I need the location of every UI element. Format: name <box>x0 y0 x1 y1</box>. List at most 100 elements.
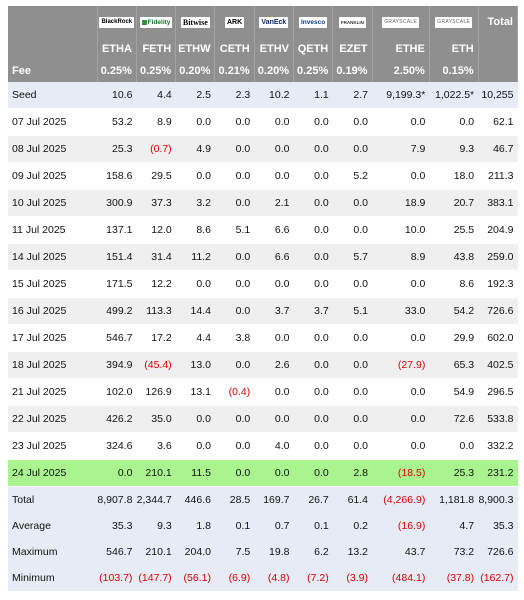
flow-cell: 3.6 <box>136 432 176 460</box>
flow-cell: 0.1 <box>293 513 333 539</box>
flow-cell: 19.8 <box>254 539 294 565</box>
ticker-cell: CETH <box>214 38 255 60</box>
flow-cell: 43.7 <box>372 539 430 565</box>
flow-cell: 151.4 <box>97 243 137 271</box>
flow-cell: 18.0 <box>429 162 479 190</box>
flow-cell: 9,199.3* <box>372 82 430 109</box>
flow-cell: 3.2 <box>175 189 215 217</box>
flow-cell: 12.2 <box>136 270 176 298</box>
flow-cell: 11.5 <box>175 459 215 487</box>
flow-cell: 0.0 <box>293 459 333 487</box>
row-label: 22 Jul 2025 <box>8 405 98 433</box>
row-total-cell: 402.5 <box>478 351 518 379</box>
franklin-logo-cell: FRANKLIN <box>332 6 373 38</box>
flow-cell: 2.3 <box>214 82 255 109</box>
flow-cell: 0.0 <box>293 189 333 217</box>
row-label: Maximum <box>8 539 98 565</box>
row-total-cell: 383.1 <box>478 189 518 217</box>
flow-cell: 169.7 <box>254 486 294 513</box>
flow-cell: 0.0 <box>332 351 373 379</box>
blackrock-logo: BlackRock <box>99 16 135 28</box>
flow-cell: 0.0 <box>293 324 333 352</box>
flow-cell: 54.2 <box>429 297 479 325</box>
fidelity-logo-cell: Fidelity <box>136 6 177 38</box>
flow-cell: (16.9) <box>372 513 430 539</box>
flow-cell: 10.6 <box>97 82 137 109</box>
flow-cell: 0.0 <box>214 351 255 379</box>
ark-logo: ARK <box>225 16 245 28</box>
flow-cell: (27.9) <box>372 351 430 379</box>
flow-cell: 0.0 <box>254 378 294 406</box>
flow-cell: 6.6 <box>254 216 294 244</box>
flow-cell: 126.9 <box>136 378 176 406</box>
flow-cell: 137.1 <box>97 216 137 244</box>
flow-cell: 1.8 <box>175 513 215 539</box>
row-total-cell: (162.7) <box>478 565 518 591</box>
flow-cell: 6.6 <box>254 243 294 271</box>
flow-cell: 546.7 <box>97 324 137 352</box>
franklin-logo: FRANKLIN <box>338 16 366 28</box>
grayscale-mini-logo: GRAYSCALE <box>435 16 473 28</box>
ticker-cell: EZET <box>332 38 373 60</box>
ark-logo-cell: ARK <box>214 6 255 38</box>
fee-cell: 2.50% <box>372 60 430 82</box>
invesco-logo: Invesco <box>299 16 328 28</box>
flow-cell: 0.0 <box>332 216 373 244</box>
flow-cell: 0.0 <box>214 108 255 136</box>
flow-cell: 0.0 <box>214 405 255 433</box>
row-label: Average <box>8 513 98 539</box>
flow-cell: (56.1) <box>175 565 215 591</box>
flow-cell: 26.7 <box>293 486 333 513</box>
flow-cell: 0.0 <box>293 108 333 136</box>
flow-cell: 0.0 <box>372 270 430 298</box>
fidelity-logo-text: Fidelity <box>147 18 171 26</box>
corner-cell <box>8 6 98 38</box>
invesco-logo-cell: Invesco <box>293 6 334 38</box>
flow-cell: 0.0 <box>293 405 333 433</box>
flow-cell: 31.4 <box>136 243 176 271</box>
daily-flow-row: 17 Jul 2025 546.7 17.2 4.4 3.8 0.0 0.0 0.0 0.0 29… <box>8 324 518 352</box>
row-label: Total <box>8 486 98 513</box>
flow-cell: 2.1 <box>254 189 294 217</box>
flow-cell: 29.5 <box>136 162 176 190</box>
flow-cell: 7.5 <box>214 539 255 565</box>
flow-cell: 0.0 <box>293 351 333 379</box>
flow-cell: 8.6 <box>175 216 215 244</box>
flow-cell: 2,344.7 <box>136 486 176 513</box>
flow-cell: 25.5 <box>429 216 479 244</box>
daily-flow-row: 21 Jul 2025 102.0 126.9 13.1 (0.4) 0.0 0.0 0.0 0… <box>8 378 518 406</box>
row-label: 23 Jul 2025 <box>8 432 98 460</box>
row-label: 14 Jul 2025 <box>8 243 98 271</box>
ticker-corner <box>8 38 98 60</box>
flow-cell: 14.4 <box>175 297 215 325</box>
row-label: 18 Jul 2025 <box>8 351 98 379</box>
flow-cell: 102.0 <box>97 378 137 406</box>
flow-cell: 10.0 <box>372 216 430 244</box>
flow-cell: 0.0 <box>372 405 430 433</box>
ethereum-etf-flows-table: BlackRock Fidelity Bitwise ARK VanEck In… <box>8 6 519 591</box>
flow-cell: 204.0 <box>175 539 215 565</box>
fee-cell: 0.25% <box>293 60 334 82</box>
bitwise-logo-cell: Bitwise <box>175 6 216 38</box>
flow-cell: 8.9 <box>372 243 430 271</box>
flow-cell: 28.5 <box>214 486 255 513</box>
flow-cell: 0.0 <box>332 108 373 136</box>
flow-cell: 0.0 <box>372 378 430 406</box>
flow-cell: 29.9 <box>429 324 479 352</box>
flow-cell: 5.1 <box>214 216 255 244</box>
row-label: 21 Jul 2025 <box>8 378 98 406</box>
flow-cell: 0.0 <box>429 108 479 136</box>
daily-flow-row: 15 Jul 2025 171.5 12.2 0.0 0.0 0.0 0.0 0.0 0.0 8.… <box>8 270 518 298</box>
flow-cell: 2.8 <box>332 459 373 487</box>
flow-cell: 12.0 <box>136 216 176 244</box>
row-total-cell: 204.9 <box>478 216 518 244</box>
flow-cell: 8.9 <box>136 108 176 136</box>
flow-cell: 0.0 <box>332 189 373 217</box>
flow-cell: (3.9) <box>332 565 373 591</box>
flow-cell: 10.2 <box>254 82 294 109</box>
flow-cell: 0.0 <box>293 135 333 163</box>
row-total-cell: 192.3 <box>478 270 518 298</box>
flow-cell: 0.1 <box>214 513 255 539</box>
flow-cell: 9.3 <box>136 513 176 539</box>
issuer-logo-row: BlackRock Fidelity Bitwise ARK VanEck In… <box>8 6 519 38</box>
